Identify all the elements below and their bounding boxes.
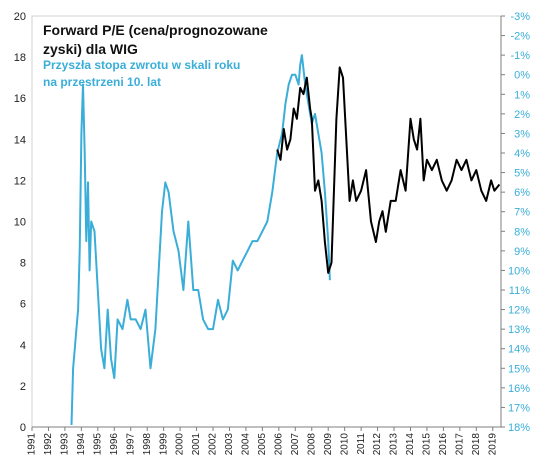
right-tick-label: 3% [514,128,530,140]
x-tick-label: 2007 [290,433,301,456]
x-tick-label: 2015 [422,433,433,456]
x-tick-label: 2012 [372,433,383,456]
x-tick-label: 1995 [92,433,103,456]
series [70,54,501,426]
right-tick-label: 13% [508,324,530,336]
legend-label-line: Przyszła stopa zwrotu w skali roku [43,58,240,72]
right-tick-label: 15% [508,363,530,375]
x-tick-label: 1991 [27,433,38,456]
x-tick-label: 2001 [191,433,202,456]
x-tick-label: 1999 [158,433,169,456]
left-tick-label: 8 [20,258,26,270]
forward-pe-line [276,66,501,274]
x-tick-label: 1992 [43,433,54,456]
left-tick-label: 6 [20,299,26,311]
left-tick-label: 4 [20,340,26,352]
chart-title: Forward P/E (cena/prognozowane zyski) dla… [43,22,268,57]
left-tick-label: 2 [20,381,26,393]
left-tick-label: 12 [14,175,26,187]
right-tick-label: 12% [508,305,530,317]
x-tick-label: 2008 [306,433,317,456]
right-tick-label: 14% [508,344,530,356]
right-tick-label: 10% [508,265,530,277]
x-tick-label: 2010 [339,433,350,456]
right-tick-label: 7% [514,207,530,219]
x-tick-label: 2014 [405,433,416,456]
right-tick-label: 6% [514,187,530,199]
right-axis: -3% -2% -1% 0% 1% 2% 3% 4% 5% 6% 7% 8% 9% 10% 11% 12% 13… [500,11,530,434]
right-tick-label: 4% [514,148,530,160]
x-tick-label: 2016 [438,433,449,456]
legend: Przyszła stopa zwrotu w skali roku na prz… [43,58,240,89]
right-tick-label: 0% [514,70,530,82]
x-tick-label: 1997 [125,433,136,456]
right-tick-label: -3% [510,11,530,23]
left-tick-label: 20 [14,11,26,23]
right-tick-label: -1% [510,50,530,62]
x-tick-label: 2018 [471,433,482,456]
left-tick-label: 0 [20,422,26,434]
left-axis: 0 2 4 6 8 10 12 14 16 18 20 [14,11,26,434]
right-tick-label: 8% [514,226,530,238]
x-tick-label: 2019 [487,433,498,456]
chart-title-line: zyski) dla WIG [43,41,138,57]
x-tick-label: 1998 [142,433,153,456]
x-tick-label: 1993 [60,433,71,456]
right-tick-label: 1% [514,89,530,101]
right-tick-label: 11% [509,285,530,297]
left-tick-label: 14 [14,134,26,146]
legend-label-line: na przestrzeni 10. lat [43,75,161,89]
left-tick-label: 16 [14,93,26,105]
x-tick-label: 2011 [356,433,367,455]
chart-title-line: Forward P/E (cena/prognozowane [43,22,268,38]
x-axis: 1991 1992 1993 1994 1995 1996 1997 1998 1999 2000… [27,426,501,456]
x-tick-label: 2005 [257,433,268,456]
x-tick-label: 2006 [273,433,284,456]
x-tick-label: 2017 [455,433,466,456]
x-tick-label: 2003 [224,433,235,456]
x-tick-label: 1994 [76,433,87,456]
x-tick-label: 2002 [208,433,219,456]
right-tick-label: 5% [514,168,530,180]
right-tick-label: 18% [508,422,530,434]
right-tick-label: 17% [508,402,530,414]
right-tick-label: 9% [514,246,530,258]
return-rate-line [70,54,331,426]
right-tick-label: -2% [510,31,530,43]
left-tick-label: 10 [14,217,26,229]
right-tick-label: 16% [508,383,530,395]
right-tick-label: 2% [514,109,530,121]
left-tick-label: 18 [14,52,26,64]
x-tick-label: 2013 [389,433,400,456]
x-tick-label: 1996 [109,433,120,456]
x-tick-label: 2009 [323,433,334,456]
x-tick-label: 2000 [175,433,186,456]
x-tick-label: 2004 [241,433,252,456]
